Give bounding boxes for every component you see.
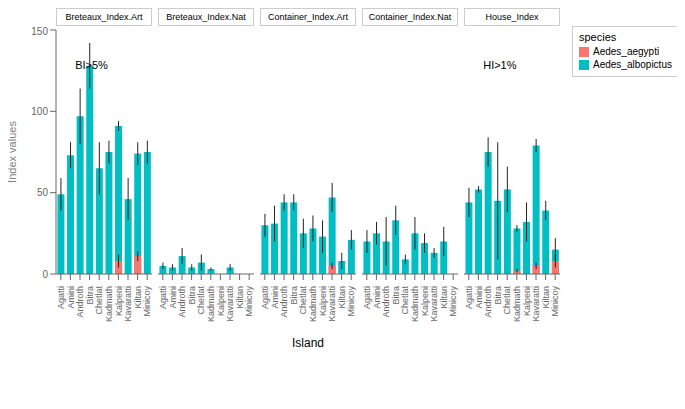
html-text:Island: Island (292, 336, 324, 350)
svg-text:Kiltan: Kiltan (133, 286, 143, 309)
html-text:species: species (579, 31, 617, 43)
svg-text:Kalpeni: Kalpeni (318, 286, 328, 316)
html-text:BI>5%: BI>5% (75, 59, 108, 72)
svg-text:Agatti: Agatti (260, 286, 270, 309)
svg-text:Kadmath: Kadmath (512, 286, 522, 322)
svg-text:Agatti: Agatti (158, 286, 168, 309)
svg-text:Amini: Amini (474, 286, 484, 309)
html-text:House_Index: House_Index (485, 12, 539, 22)
svg-text:Kadmath: Kadmath (206, 286, 216, 322)
svg-text:Androth: Androth (279, 286, 289, 318)
svg-text:Kadmath: Kadmath (104, 286, 114, 322)
svg-text:Kavaratti: Kavaratti (225, 286, 235, 322)
svg-text:Minicoy: Minicoy (448, 286, 458, 317)
svg-text:Amini: Amini (372, 286, 382, 309)
svg-text:Kalpeni: Kalpeni (216, 286, 226, 316)
svg-text:Bitra: Bitra (85, 286, 95, 305)
html-text:Aedes_albopictus: Aedes_albopictus (593, 59, 672, 70)
svg-text:Chetlat: Chetlat (400, 286, 410, 315)
svg-text:Kalpeni: Kalpeni (522, 286, 532, 316)
svg-text:Bitra: Bitra (289, 286, 299, 305)
svg-text:Bitra: Bitra (391, 286, 401, 305)
svg-text:Agatti: Agatti (362, 286, 372, 309)
svg-text:Amini: Amini (168, 286, 178, 309)
html-text:Breteaux_Index.Nat: Breteaux_Index.Nat (166, 12, 246, 22)
html-text:Container_Index.Nat: Container_Index.Nat (368, 12, 452, 22)
svg-text:Minicoy: Minicoy (346, 286, 356, 317)
svg-text:Amini: Amini (270, 286, 280, 309)
svg-text:100: 100 (31, 106, 48, 117)
svg-text:Chetlat: Chetlat (298, 286, 308, 315)
svg-text:150: 150 (31, 26, 48, 37)
svg-text:Androth: Androth (381, 286, 391, 318)
svg-text:Bitra: Bitra (187, 286, 197, 305)
svg-text:Kavaratti: Kavaratti (531, 286, 541, 322)
svg-text:0: 0 (42, 269, 48, 280)
svg-text:Kavaratti: Kavaratti (429, 286, 439, 322)
svg-text:Kavaratti: Kavaratti (123, 286, 133, 322)
svg-text:Kalpeni: Kalpeni (114, 286, 124, 316)
svg-text:Androth: Androth (177, 286, 187, 318)
svg-text:Androth: Androth (75, 286, 85, 318)
svg-text:Kalpeni: Kalpeni (420, 286, 430, 316)
svg-text:Minicoy: Minicoy (244, 286, 254, 317)
svg-text:Androth: Androth (483, 286, 493, 318)
svg-text:Minicoy: Minicoy (550, 286, 560, 317)
svg-text:Kiltan: Kiltan (541, 286, 551, 309)
svg-text:Kadmath: Kadmath (308, 286, 318, 322)
svg-text:Agatti: Agatti (464, 286, 474, 309)
svg-text:Chetlat: Chetlat (502, 286, 512, 315)
svg-text:Kavaratti: Kavaratti (327, 286, 337, 322)
svg-text:Kadmath: Kadmath (410, 286, 420, 322)
svg-text:Index values: Index values (8, 121, 18, 183)
svg-text:Kiltan: Kiltan (337, 286, 347, 309)
html-text:Container_Index.Art: Container_Index.Art (268, 12, 348, 22)
svg-text:Chetlat: Chetlat (196, 286, 206, 315)
svg-text:50: 50 (37, 187, 49, 198)
svg-text:Kiltan: Kiltan (235, 286, 245, 309)
html-text:Breteaux_Index.Art: Breteaux_Index.Art (65, 12, 143, 22)
svg-text:Chetlat: Chetlat (94, 286, 104, 315)
svg-text:Agatti: Agatti (56, 286, 66, 309)
svg-text:Minicoy: Minicoy (142, 286, 152, 317)
svg-text:Bitra: Bitra (493, 286, 503, 305)
svg-text:Kiltan: Kiltan (439, 286, 449, 309)
svg-text:Amini: Amini (66, 286, 76, 309)
html-text:Aedes_aegypti: Aedes_aegypti (593, 46, 660, 57)
html-text:HI>1%: HI>1% (483, 59, 517, 72)
